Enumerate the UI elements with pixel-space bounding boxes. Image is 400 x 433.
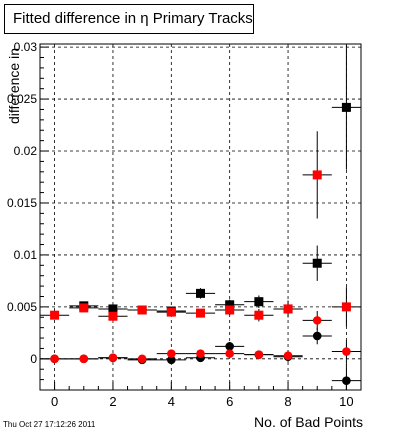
data-point (98, 353, 128, 363)
data-point (331, 45, 361, 170)
data-points (40, 45, 361, 390)
data-point (302, 327, 332, 345)
circle-marker (283, 351, 293, 361)
square-marker (283, 304, 293, 314)
data-point (331, 287, 361, 327)
circle-marker (108, 353, 118, 363)
plot-frame (39, 43, 362, 391)
data-point (156, 307, 186, 317)
circle-marker (312, 316, 322, 325)
x-tick-label: 0 (51, 394, 58, 409)
circle-marker (225, 349, 234, 358)
y-tick-label: 0.01 (14, 248, 38, 262)
x-tick-label: 10 (339, 394, 353, 409)
data-point (98, 304, 128, 314)
circle-marker (50, 354, 59, 364)
data-point (244, 350, 274, 359)
circle-marker (167, 355, 176, 365)
data-point (40, 310, 70, 320)
y-tick-label: 0.02 (14, 144, 38, 158)
circle-marker (167, 349, 176, 358)
x-tick-label: 8 (284, 394, 291, 409)
data-point (69, 303, 99, 313)
y-axis-label: difference in (6, 48, 22, 124)
y-tick-label: 0.005 (7, 300, 37, 314)
data-point (156, 349, 186, 358)
data-point (331, 340, 361, 363)
data-point (331, 364, 361, 390)
data-point (156, 355, 186, 365)
data-point (302, 245, 332, 281)
circle-marker (137, 354, 147, 364)
data-point (215, 342, 245, 351)
data-point (185, 349, 216, 358)
x-tick-label: 6 (226, 394, 233, 409)
data-point (302, 311, 332, 330)
x-axis-label: No. of Bad Points (254, 414, 363, 430)
square-marker (108, 311, 118, 321)
data-point (127, 305, 157, 315)
square-marker (225, 305, 235, 315)
circle-marker (312, 331, 322, 341)
data-point (215, 349, 245, 358)
square-marker (137, 305, 147, 315)
square-marker (108, 304, 118, 314)
square-marker (50, 310, 60, 320)
y-tick-label: 0 (30, 352, 37, 366)
square-marker (254, 310, 264, 320)
chart-title: Fitted difference in η Primary Tracks (4, 4, 254, 34)
y-tick-label: 0.03 (14, 40, 38, 54)
circle-marker (196, 349, 205, 358)
data-point (302, 131, 332, 219)
data-point (98, 311, 128, 321)
data-point (69, 354, 99, 364)
square-marker (312, 258, 322, 268)
square-marker (312, 170, 322, 180)
axis-ticks: 0 2 4 6 8 10 0 0.005 0.01 0.015 0.02 0.025 0.03 (7, 40, 362, 409)
circle-marker (342, 347, 351, 356)
square-marker (166, 307, 176, 317)
data-point (127, 354, 157, 364)
data-point (185, 308, 216, 318)
square-marker (79, 303, 89, 313)
square-marker (341, 102, 351, 112)
data-point (244, 308, 274, 322)
x-tick-label: 2 (109, 394, 116, 409)
data-point (40, 354, 70, 364)
square-marker (254, 297, 264, 307)
circle-marker (79, 354, 89, 364)
y-tick-label: 0.015 (7, 196, 37, 210)
data-point (273, 350, 303, 361)
circle-marker (254, 350, 264, 359)
data-point (273, 300, 303, 318)
circle-marker (225, 342, 234, 351)
x-tick-label: 4 (168, 394, 175, 409)
data-point (215, 304, 245, 316)
square-marker (196, 308, 205, 318)
square-marker (196, 288, 205, 298)
circle-marker (342, 376, 351, 385)
data-point (185, 288, 216, 299)
y-tick-label: 0.025 (7, 92, 37, 106)
square-marker (341, 302, 351, 312)
timestamp: Thu Oct 27 17:12:26 2011 (3, 420, 96, 429)
grid (40, 44, 361, 390)
data-point (244, 295, 274, 308)
